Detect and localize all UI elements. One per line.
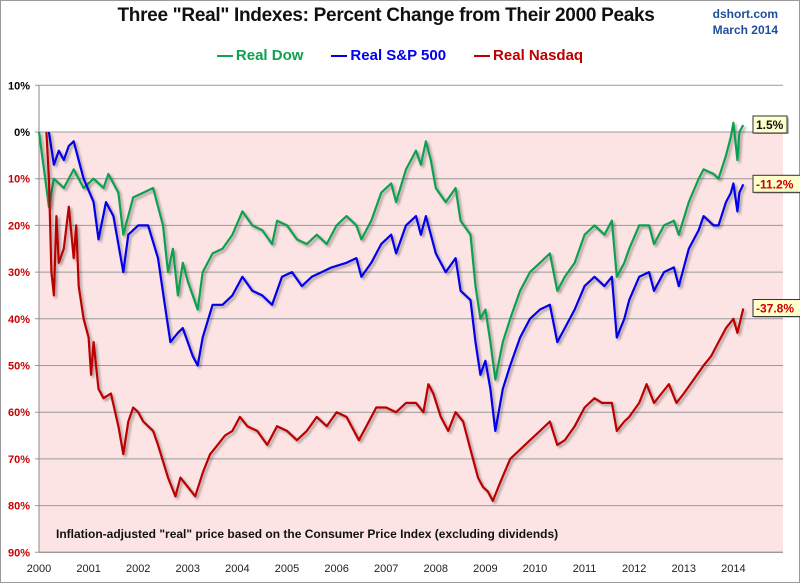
y-tick-label: 80% [8,501,30,513]
y-tick-label: 20% [8,220,30,232]
legend-label-nasdaq: Real Nasdaq [493,47,584,64]
x-tick-label: 2008 [424,563,448,575]
y-tick-label: 0% [14,127,30,139]
y-tick-label: 70% [8,454,30,466]
legend-swatch-sp500 [331,54,348,57]
y-tick-label: 10% [8,174,30,186]
end-label-box [752,115,788,134]
end-label-text: 1.5% [756,118,784,132]
credit-site: dshort.com [712,7,778,21]
series-line-real-dow [37,121,745,381]
y-axis-ticks: 10% 0% 10% 20% 30% 40% 50% 60% 70% 80% 90% [8,80,30,559]
chart-title: Three "Real" Indexes: Percent Change fro… [0,5,800,27]
x-tick-label: 2009 [473,563,497,575]
legend-swatch-dow [216,54,233,57]
end-label: 1.5% [752,115,788,134]
y-tick-label: 30% [8,267,30,279]
credit-date: March 2014 [712,23,778,37]
y-tick-label: 10% [8,80,30,92]
legend-label-dow: Real Dow [235,47,304,64]
x-tick-label: 2006 [324,563,348,575]
end-label-text: -37.8% [756,302,794,316]
x-tick-label: 2010 [523,563,547,575]
negative-region [39,132,783,553]
x-tick-label: 2012 [622,563,646,575]
x-tick-label: 2001 [76,563,100,575]
legend-item-dow: Real Dow [216,47,304,64]
x-axis-ticks: 2000 2001 2002 2003 2004 2005 2006 2007 2008 2009… [27,563,746,575]
end-labels: 1.5% -11.2% -37.8% [752,115,800,318]
x-tick-label: 2002 [126,563,150,575]
series-lines [37,121,745,502]
annotation-note: Inflation-adjusted "real" price based on… [56,527,558,541]
y-tick-label: 90% [8,547,30,559]
x-tick-label: 2007 [374,563,398,575]
x-tick-label: 2011 [573,563,597,575]
end-label-box [752,174,800,193]
legend: Real Dow Real S&P 500 Real Nasdaq [0,47,800,64]
legend-swatch-nasdaq [474,54,491,57]
x-tick-label: 2013 [672,563,696,575]
y-tick-label: 40% [8,314,30,326]
credit: dshort.com March 2014 [713,6,778,38]
chart-title-text: Three "Real" Indexes: Percent Change fro… [117,5,655,26]
x-tick-label: 2014 [721,563,745,575]
series-line-real-s-p-500 [47,131,745,432]
y-tick-label: 60% [8,407,30,419]
y-tick-label: 50% [8,361,30,373]
series-line-real-nasdaq [45,131,745,502]
legend-item-sp500: Real S&P 500 [331,47,446,64]
end-label-text: -11.2% [756,177,794,191]
x-tick-label: 2003 [176,563,200,575]
x-tick-label: 2004 [225,563,249,575]
end-label-box [752,299,800,318]
legend-label-sp500: Real S&P 500 [350,47,447,64]
end-label: -11.2% [752,174,800,193]
x-tick-label: 2005 [275,563,299,575]
x-tick-label: 2000 [27,563,51,575]
legend-item-nasdaq: Real Nasdaq [474,47,583,64]
end-label: -37.8% [752,299,800,318]
